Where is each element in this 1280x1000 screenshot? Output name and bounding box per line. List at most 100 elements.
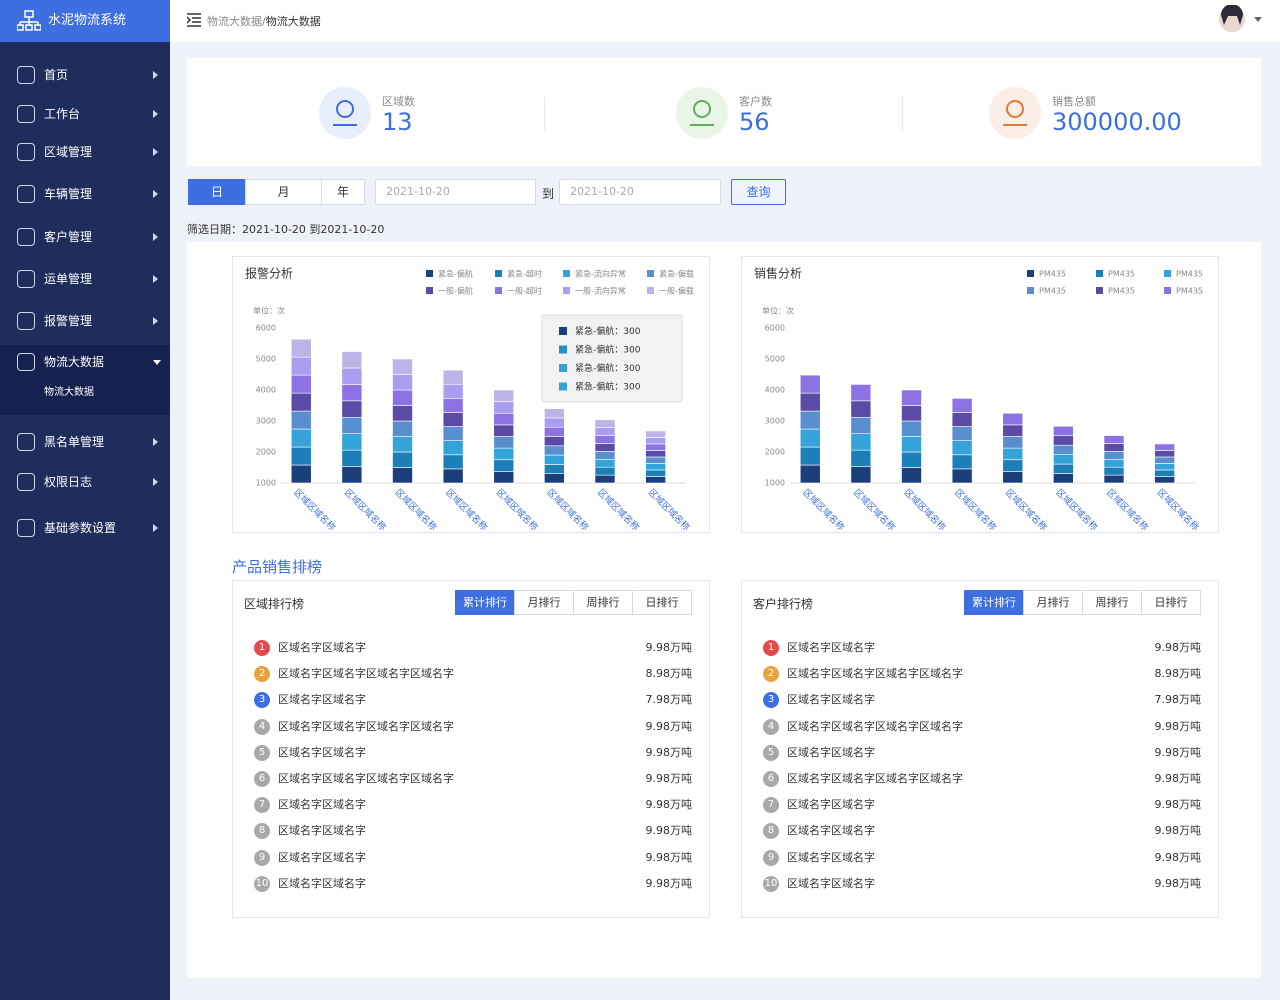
bar-segment	[799, 464, 821, 484]
menu-item[interactable]: 报警管理	[0, 310, 170, 332]
bar-segment	[341, 449, 363, 467]
divider	[902, 97, 903, 130]
bar-segment	[341, 416, 363, 435]
bar-segment	[493, 459, 515, 472]
stat-label: 区域数	[382, 95, 415, 108]
rank-value: 9.98万吨	[645, 745, 693, 759]
query-button[interactable]: 查询	[731, 179, 786, 205]
panel-title: 客户排行榜	[753, 597, 814, 611]
stat-icon	[319, 87, 371, 139]
menu-toggle[interactable]	[187, 13, 201, 27]
legend-label: 一般-超时	[507, 286, 542, 296]
x-tick-label: 区域区域名称	[443, 486, 490, 532]
bar-segment	[1002, 471, 1024, 484]
bar-segment	[544, 426, 565, 437]
tooltip-swatch	[559, 327, 567, 335]
bar-segment	[341, 400, 363, 418]
menu-arrow	[153, 275, 158, 283]
bar-segment	[1154, 469, 1175, 477]
divider	[544, 97, 545, 130]
bar-segment	[594, 435, 616, 444]
stat-value: 56	[739, 108, 770, 136]
bar-segment	[1103, 458, 1125, 468]
rank-tab[interactable]: 累计排行	[964, 590, 1024, 615]
rank-row: 2 区域名字区域名字区域名字区域名字 8.98万吨	[742, 664, 1220, 684]
rank-tab[interactable]: 周排行	[573, 590, 633, 615]
bar-segment	[341, 367, 363, 385]
rank-badge: 9	[254, 849, 270, 866]
menu-item[interactable]: 物流大数据	[0, 351, 170, 373]
rank-row: 5 区域名字区域名字 9.98万吨	[742, 743, 1220, 763]
menu-item[interactable]: 工作台	[0, 103, 170, 125]
menu-arrow	[153, 110, 158, 118]
bar-segment	[341, 433, 363, 451]
bar-segment	[594, 443, 616, 452]
rank-row: 6 区域名字区域名字区域名字区域名字 9.98万吨	[742, 769, 1220, 789]
y-tick-label: 3000	[765, 417, 785, 426]
submenu-item[interactable]: 物流大数据	[44, 387, 94, 398]
bar-segment	[1103, 474, 1125, 484]
rank-value: 9.98万吨	[645, 641, 693, 654]
rank-name: 区域名字区域名字区域名字区域名字	[787, 667, 963, 681]
legend-swatch	[426, 270, 433, 277]
menu-item[interactable]: 车辆管理	[0, 183, 170, 205]
rank-tab[interactable]: 累计排行	[455, 590, 515, 615]
bar-segment	[594, 458, 616, 468]
x-tick-label: 区域区域名称	[1053, 486, 1100, 532]
rank-row: 10 区域名字区域名字 9.98万吨	[233, 874, 711, 894]
menu-icon	[17, 105, 35, 123]
rank-tab[interactable]: 日排行	[632, 590, 692, 615]
tab-month[interactable]: 月	[245, 179, 322, 205]
bar-segment	[1154, 443, 1175, 451]
end-date[interactable]: 2021-10-20	[559, 179, 721, 205]
tooltip-label: 紧急-偏航：	[575, 325, 623, 337]
stat-icon	[989, 87, 1041, 139]
menu-item[interactable]: 区域管理	[0, 141, 170, 163]
rank-row: 9 区域名字区域名字 9.98万吨	[742, 848, 1220, 868]
start-date[interactable]: 2021-10-20	[375, 179, 536, 205]
menu-item[interactable]: 客户管理	[0, 226, 170, 248]
rank-value: 9.98万吨	[1154, 824, 1202, 838]
bar-segment	[594, 474, 616, 484]
ranking-panel: 客户排行榜 累计排行 月排行 周排行 日排行 1 区域名字区域名字 9.98万吨 2 区域名字区域…	[741, 580, 1219, 918]
bar-segment	[442, 440, 464, 456]
tab-day[interactable]: 日	[188, 179, 246, 205]
bar-segment	[493, 447, 515, 461]
rank-tab[interactable]: 月排行	[514, 590, 574, 615]
breadcrumb-parent[interactable]: 物流大数据	[207, 15, 262, 28]
rank-row: 4 区域名字区域名字区域名字区域名字 9.98万吨	[742, 717, 1220, 737]
avatar[interactable]	[1216, 5, 1266, 35]
menu-item[interactable]: 基础参数设置	[0, 517, 170, 539]
menu-arrow	[153, 360, 161, 365]
bar-segment	[493, 471, 515, 484]
menu-icon	[17, 270, 35, 288]
legend-label: 紧急-超时	[507, 269, 542, 279]
legend-label: 一般-偏航	[438, 286, 473, 296]
tooltip-text: 紧急-偏航：300	[575, 325, 641, 337]
bar-segment	[1053, 435, 1074, 446]
menu-arrow	[153, 478, 158, 486]
bar-segment	[901, 451, 922, 468]
tooltip-label: 紧急-偏航：	[575, 362, 623, 374]
menu-item[interactable]: 黑名单管理	[0, 431, 170, 453]
rank-tab[interactable]: 月排行	[1023, 590, 1083, 615]
to-label: 到	[542, 187, 555, 201]
bar-segment	[1053, 444, 1074, 455]
rank-tab[interactable]: 日排行	[1141, 590, 1201, 615]
bar-segment	[850, 466, 872, 484]
rank-value: 9.98万吨	[1154, 719, 1202, 733]
breadcrumb: 物流大数据/物流大数据	[207, 13, 321, 29]
bar-segment	[951, 454, 973, 470]
y-tick-label: 5000	[765, 355, 785, 364]
bar-segment	[1154, 476, 1175, 484]
tab-year[interactable]: 年	[321, 179, 365, 205]
legend-swatch	[1096, 270, 1103, 277]
menu-item[interactable]: 运单管理	[0, 268, 170, 290]
rank-tab[interactable]: 周排行	[1082, 590, 1142, 615]
ranking-panel: 区域排行榜 累计排行 月排行 周排行 日排行 1 区域名字区域名字 9.98万吨 2 区域名字区域…	[232, 580, 710, 918]
menu-item[interactable]: 权限日志	[0, 471, 170, 493]
menu-item[interactable]: 首页	[0, 64, 170, 86]
rank-badge: 8	[763, 823, 779, 840]
rank-row: 1 区域名字区域名字 9.98万吨	[233, 638, 711, 658]
rank-badge: 8	[254, 823, 270, 840]
